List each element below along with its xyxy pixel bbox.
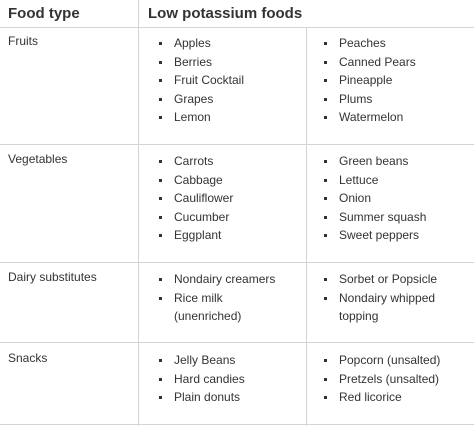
list-item: Hard candies — [155, 370, 245, 389]
list-item: Cauliflower — [155, 189, 233, 208]
list-item: Sorbet or Popsicle — [320, 270, 437, 289]
list-item: Canned Pears — [320, 53, 416, 72]
row-divider — [0, 27, 474, 28]
list-item: Grapes — [155, 90, 244, 109]
column-divider — [138, 0, 139, 426]
list-item: Fruit Cocktail — [155, 71, 244, 90]
list-item-continuation: topping — [339, 309, 379, 324]
dairy-list-a: Nondairy creamers Rice milk (unenriched) — [155, 270, 275, 326]
row-label-snacks: Snacks — [8, 351, 48, 365]
snacks-list-b: Popcorn (unsalted) Pretzels (unsalted) R… — [320, 351, 440, 407]
bullet-icon — [324, 97, 327, 101]
bullet-icon — [324, 396, 327, 400]
bullet-icon — [324, 116, 327, 120]
list-item: Jelly Beans — [155, 351, 245, 370]
list-item: Rice milk — [155, 289, 275, 308]
vegetables-list-a: Carrots Cabbage Cauliflower Cucumber Egg… — [155, 152, 233, 245]
list-item: Onion — [320, 189, 426, 208]
dairy-list-b: Sorbet or Popsicle Nondairy whipped topp… — [320, 270, 437, 326]
list-item: Eggplant — [155, 226, 233, 245]
bullet-icon — [159, 296, 162, 300]
list-item: Plain donuts — [155, 388, 245, 407]
list-item: Nondairy whipped — [320, 289, 437, 308]
bullet-icon — [159, 396, 162, 400]
bullet-icon — [324, 42, 327, 45]
bullet-icon — [159, 116, 162, 120]
list-item: Lettuce — [320, 171, 426, 190]
list-item: Green beans — [320, 152, 426, 171]
bullet-icon — [324, 160, 327, 163]
bullet-icon — [159, 377, 162, 381]
bullet-icon — [324, 197, 327, 201]
header-food-type: Food type — [8, 5, 80, 22]
bullet-icon — [324, 359, 327, 362]
bullet-icon — [324, 79, 327, 83]
list-item: Pineapple — [320, 71, 416, 90]
fruits-list-b: Peaches Canned Pears Pineapple Plums Wat… — [320, 34, 416, 127]
row-label-vegetables: Vegetables — [8, 152, 68, 166]
list-item: Nondairy creamers — [155, 270, 275, 289]
list-item: Pretzels (unsalted) — [320, 370, 440, 389]
bullet-icon — [159, 278, 162, 281]
bullet-icon — [159, 234, 162, 238]
bullet-icon — [159, 359, 162, 362]
fruits-list-a: Apples Berries Fruit Cocktail Grapes Lem… — [155, 34, 244, 127]
list-item: Cucumber — [155, 208, 233, 227]
column-divider — [306, 27, 307, 426]
list-item-continuation: (unenriched) — [174, 309, 242, 324]
bullet-icon — [159, 97, 162, 101]
bullet-icon — [159, 178, 162, 182]
row-divider — [0, 424, 474, 425]
bullet-icon — [159, 215, 162, 219]
list-item: Apples — [155, 34, 244, 53]
list-item: Plums — [320, 90, 416, 109]
row-label-fruits: Fruits — [8, 34, 38, 48]
row-divider — [0, 262, 474, 263]
bullet-icon — [324, 60, 327, 64]
bullet-icon — [159, 79, 162, 83]
header-low-potassium: Low potassium foods — [148, 5, 303, 22]
list-item: Carrots — [155, 152, 233, 171]
list-item: Summer squash — [320, 208, 426, 227]
bullet-icon — [324, 278, 327, 281]
list-item: Lemon — [155, 108, 244, 127]
list-item: Peaches — [320, 34, 416, 53]
bullet-icon — [324, 178, 327, 182]
bullet-icon — [159, 160, 162, 163]
list-item: Sweet peppers — [320, 226, 426, 245]
list-item: Berries — [155, 53, 244, 72]
list-item: Popcorn (unsalted) — [320, 351, 440, 370]
list-item: Watermelon — [320, 108, 416, 127]
snacks-list-a: Jelly Beans Hard candies Plain donuts — [155, 351, 245, 407]
bullet-icon — [324, 377, 327, 381]
bullet-icon — [324, 234, 327, 238]
list-item: Cabbage — [155, 171, 233, 190]
bullet-icon — [159, 197, 162, 201]
bullet-icon — [159, 42, 162, 45]
bullet-icon — [159, 60, 162, 64]
row-divider — [0, 144, 474, 145]
bullet-icon — [324, 296, 327, 300]
row-divider — [0, 342, 474, 343]
list-item: Red licorice — [320, 388, 440, 407]
bullet-icon — [324, 215, 327, 219]
vegetables-list-b: Green beans Lettuce Onion Summer squash … — [320, 152, 426, 245]
row-label-dairy-substitutes: Dairy substitutes — [8, 270, 97, 284]
